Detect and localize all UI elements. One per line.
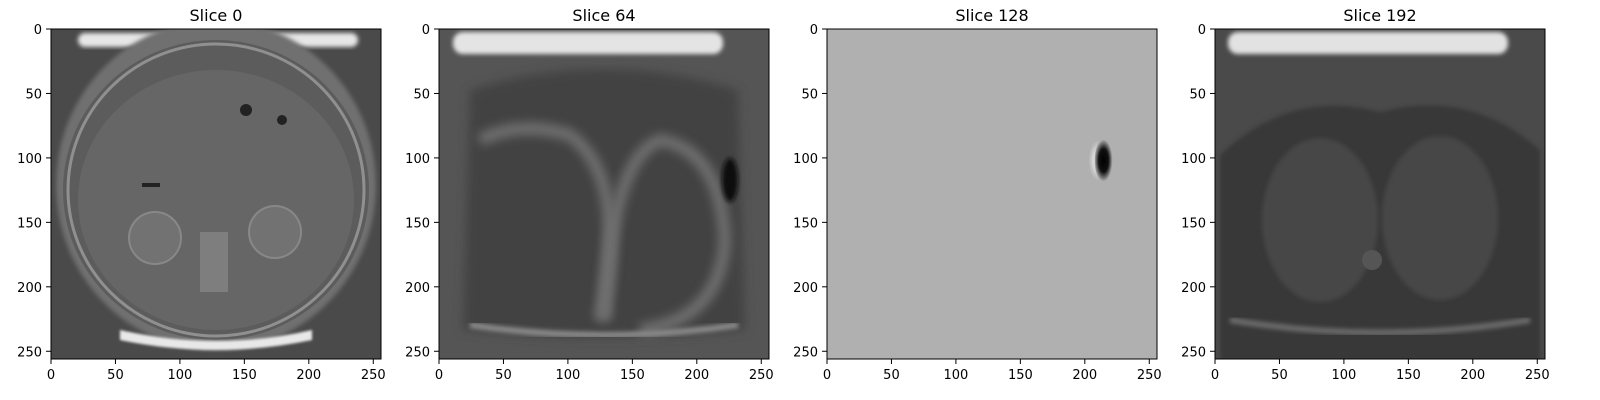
- panel-3-frame: [1214, 28, 1546, 360]
- panel-1-xtick-label: 100: [555, 368, 580, 383]
- slice-0-image: [51, 29, 381, 359]
- slice-64-image: [439, 29, 769, 359]
- panel-3-ytick-label: 0: [1198, 23, 1206, 38]
- slice-128-image: [827, 29, 1157, 359]
- panel-0-ytick-label: 50: [25, 87, 42, 102]
- panel-0-title: Slice 0: [190, 6, 243, 25]
- panel-3-xtick-label: 250: [1525, 368, 1550, 383]
- panel-2-xtick-label: 150: [1008, 368, 1033, 383]
- slice-192-image: [1215, 29, 1545, 359]
- panel-1-xtick-label: 0: [435, 368, 443, 383]
- panel-2-ytick-label: 100: [793, 152, 818, 167]
- panel-1: Slice 64 0 50 100 150 200 250 0 50 100 150 200 250: [405, 6, 774, 383]
- panel-2-title: Slice 128: [955, 6, 1028, 25]
- panel-1-ytick-label: 100: [405, 152, 430, 167]
- panel-2-xtick-label: 250: [1137, 368, 1162, 383]
- panel-3-xtick-label: 200: [1460, 368, 1485, 383]
- slice-128-blob: [1094, 139, 1113, 182]
- panel-3-ytick-label: 200: [1181, 281, 1206, 296]
- panel-0-xtick-label: 250: [361, 368, 386, 383]
- panel-0-xtick-label: 150: [232, 368, 257, 383]
- panel-0-ytick-label: 250: [17, 345, 42, 360]
- panel-2-ytick-label: 0: [810, 23, 818, 38]
- panel-1-xtick-label: 200: [684, 368, 709, 383]
- panel-0-ytick-label: 0: [34, 23, 42, 38]
- panel-3: Slice 192 0 50 100 150 200 250 0 50 100 150 200 250: [1181, 6, 1550, 383]
- panel-2-xtick-label: 200: [1072, 368, 1097, 383]
- panel-3-xtick-label: 0: [1211, 368, 1219, 383]
- panel-1-ytick-label: 50: [413, 87, 430, 102]
- panel-0: Slice 0 0 50 100 150 200 250 0 50 100 150 200 250: [17, 6, 386, 383]
- panel-3-ytick-label: 50: [1189, 87, 1206, 102]
- panel-1-title: Slice 64: [572, 6, 635, 25]
- panel-2-xtick-label: 0: [823, 368, 831, 383]
- panel-1-xtick-label: 150: [620, 368, 645, 383]
- panel-1-ytick-label: 250: [405, 345, 430, 360]
- panel-3-title: Slice 192: [1343, 6, 1416, 25]
- panel-0-ytick-label: 100: [17, 152, 42, 167]
- panel-0-frame: [50, 28, 382, 360]
- panel-3-xtick-label: 50: [1271, 368, 1288, 383]
- panel-3-ytick-label: 250: [1181, 345, 1206, 360]
- panel-0-xtick-label: 0: [47, 368, 55, 383]
- slice-128-background: [827, 29, 1157, 359]
- panel-1-frame: [438, 28, 770, 360]
- panel-0-xtick-label: 200: [296, 368, 321, 383]
- panel-1-xtick-label: 250: [749, 368, 774, 383]
- panel-2-frame: [826, 28, 1158, 360]
- panel-2-ytick-label: 50: [801, 87, 818, 102]
- panel-2-ytick-label: 250: [793, 345, 818, 360]
- panel-3-xtick-label: 150: [1396, 368, 1421, 383]
- panel-3-ytick-label: 100: [1181, 152, 1206, 167]
- panel-2: Slice 128 0 50 100 150 200 250 0 50 100 150 200 250: [793, 6, 1162, 383]
- panel-2-xtick-label: 50: [883, 368, 900, 383]
- panel-1-ytick-label: 200: [405, 281, 430, 296]
- panel-2-xtick-label: 100: [943, 368, 968, 383]
- panel-3-xtick-label: 100: [1331, 368, 1356, 383]
- panel-3-ytick-label: 150: [1181, 216, 1206, 231]
- panel-1-xtick-label: 50: [495, 368, 512, 383]
- panel-1-ytick-label: 0: [422, 23, 430, 38]
- panel-0-ytick-label: 200: [17, 281, 42, 296]
- panel-1-ytick-label: 150: [405, 216, 430, 231]
- panel-0-ytick-label: 150: [17, 216, 42, 231]
- panel-0-xtick-label: 100: [167, 368, 192, 383]
- panel-2-ytick-label: 150: [793, 216, 818, 231]
- panel-0-xtick-label: 50: [107, 368, 124, 383]
- panel-2-ytick-label: 200: [793, 281, 818, 296]
